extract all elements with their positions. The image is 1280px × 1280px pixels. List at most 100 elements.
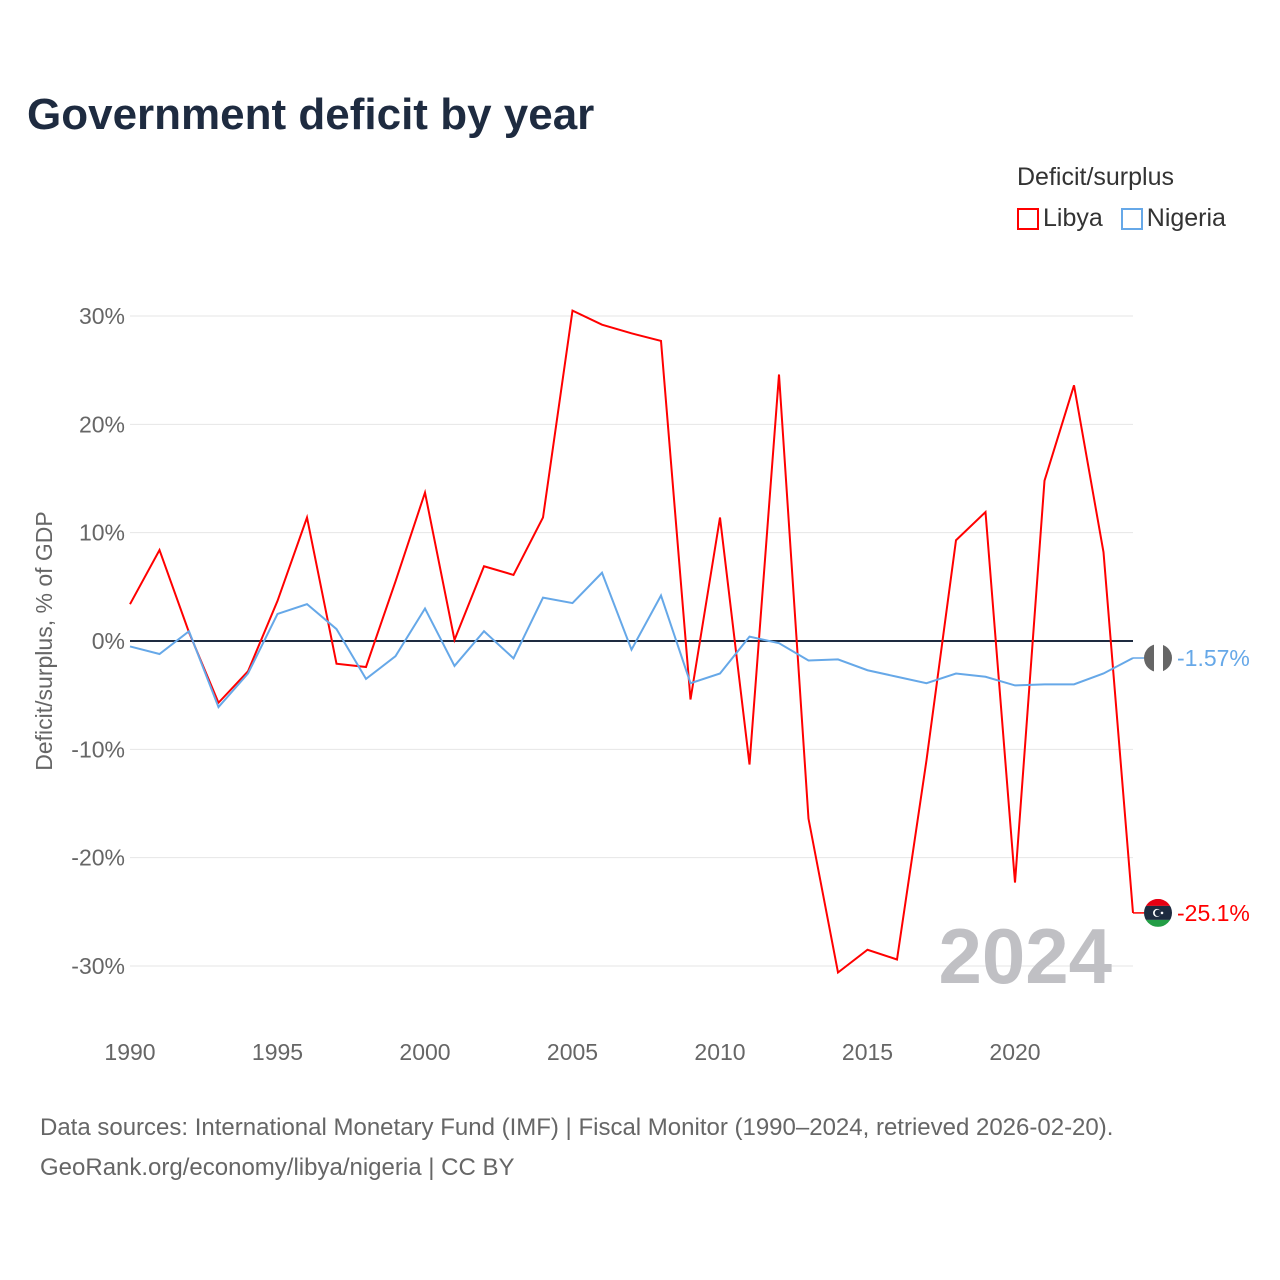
year-watermark: 2024 bbox=[938, 912, 1112, 1000]
data-point bbox=[422, 490, 428, 496]
data-point bbox=[304, 515, 310, 521]
legend: Libya Nigeria bbox=[1017, 204, 1226, 233]
legend-title: Deficit/surplus bbox=[1017, 163, 1174, 191]
x-tick-label: 1995 bbox=[252, 1039, 303, 1065]
y-tick-label: -30% bbox=[71, 953, 125, 979]
y-axis-label: Deficit/surplus, % of GDP bbox=[31, 511, 57, 770]
data-point bbox=[1012, 682, 1018, 688]
data-point bbox=[717, 670, 723, 676]
y-tick-label: 10% bbox=[79, 520, 125, 546]
data-point bbox=[363, 676, 369, 682]
data-point bbox=[835, 656, 841, 662]
data-point bbox=[776, 372, 782, 378]
data-point bbox=[481, 628, 487, 634]
series-line-libya bbox=[129, 309, 1134, 975]
source-line-1: Data sources: International Monetary Fun… bbox=[40, 1114, 1114, 1141]
chart-title: Government deficit by year bbox=[27, 90, 595, 139]
series-line-nigeria bbox=[129, 570, 1134, 709]
legend-item-libya[interactable]: Libya bbox=[1017, 204, 1103, 233]
data-point bbox=[304, 601, 310, 607]
y-tick-label: -20% bbox=[71, 845, 125, 871]
data-point bbox=[511, 572, 517, 578]
y-tick-label: -10% bbox=[71, 736, 125, 762]
data-point bbox=[570, 600, 576, 606]
x-tick-label: 2005 bbox=[547, 1039, 598, 1065]
data-point bbox=[1071, 681, 1077, 687]
data-point bbox=[688, 696, 694, 702]
data-point bbox=[658, 338, 664, 344]
data-point bbox=[1101, 670, 1107, 676]
data-point bbox=[865, 947, 871, 953]
data-point bbox=[452, 663, 458, 669]
data-point bbox=[452, 637, 458, 643]
data-point bbox=[511, 655, 517, 661]
nigeria-flag-icon bbox=[1144, 644, 1172, 673]
source-line-2[interactable]: GeoRank.org/economy/libya/nigeria | CC B… bbox=[40, 1154, 515, 1181]
data-point bbox=[983, 674, 989, 680]
data-point bbox=[481, 563, 487, 569]
data-point bbox=[393, 653, 399, 659]
data-point bbox=[157, 651, 163, 657]
data-point bbox=[865, 667, 871, 673]
data-point bbox=[393, 578, 399, 584]
data-point bbox=[894, 956, 900, 962]
data-point bbox=[540, 595, 546, 601]
y-tick-label: 20% bbox=[79, 411, 125, 437]
x-tick-label: 1990 bbox=[104, 1039, 155, 1065]
data-point bbox=[953, 537, 959, 543]
data-point bbox=[688, 680, 694, 686]
data-point bbox=[540, 515, 546, 521]
source-note: Data sources: International Monetary Fun… bbox=[40, 1108, 1113, 1188]
data-point bbox=[894, 674, 900, 680]
data-point bbox=[363, 664, 369, 670]
data-point bbox=[1101, 549, 1107, 555]
data-point bbox=[1042, 681, 1048, 687]
data-point bbox=[717, 515, 723, 521]
x-tick-label: 2020 bbox=[989, 1039, 1040, 1065]
data-point bbox=[629, 647, 635, 653]
data-point bbox=[835, 969, 841, 975]
data-point bbox=[186, 628, 192, 634]
data-point bbox=[629, 330, 635, 336]
data-point bbox=[747, 634, 753, 640]
data-point bbox=[157, 547, 163, 553]
legend-swatch-nigeria bbox=[1120, 207, 1143, 230]
data-point bbox=[245, 670, 251, 676]
data-point bbox=[1071, 382, 1077, 388]
data-point bbox=[1012, 880, 1018, 886]
data-point bbox=[924, 757, 930, 763]
x-tick-label: 2000 bbox=[399, 1039, 450, 1065]
end-value-label-nigeria: -1.57% bbox=[1177, 645, 1250, 671]
data-point bbox=[776, 640, 782, 646]
data-point bbox=[275, 611, 281, 617]
data-point bbox=[334, 626, 340, 632]
y-tick-label: 30% bbox=[79, 303, 125, 329]
legend-label: Nigeria bbox=[1146, 204, 1226, 232]
data-point bbox=[658, 593, 664, 599]
legend-label: Libya bbox=[1043, 204, 1103, 232]
data-point bbox=[983, 509, 989, 515]
y-tick-label: 0% bbox=[92, 628, 125, 654]
end-value-label-libya: -25.1% bbox=[1177, 900, 1250, 926]
data-point bbox=[1042, 478, 1048, 484]
data-point bbox=[747, 761, 753, 767]
data-point bbox=[127, 643, 133, 649]
data-point bbox=[570, 308, 576, 314]
x-tick-label: 2015 bbox=[842, 1039, 893, 1065]
legend-item-nigeria[interactable]: Nigeria bbox=[1120, 204, 1226, 233]
data-point bbox=[275, 598, 281, 604]
legend-swatch-libya bbox=[1017, 207, 1039, 230]
data-point bbox=[216, 704, 222, 710]
data-point bbox=[599, 322, 605, 328]
data-point bbox=[127, 601, 133, 607]
data-point bbox=[599, 570, 605, 576]
data-point bbox=[953, 670, 959, 676]
data-point bbox=[806, 816, 812, 822]
libya-flag-icon bbox=[1144, 898, 1172, 927]
data-point bbox=[422, 606, 428, 612]
data-point bbox=[334, 661, 340, 667]
data-point bbox=[806, 657, 812, 663]
data-point bbox=[924, 680, 930, 686]
x-tick-label: 2010 bbox=[694, 1039, 745, 1065]
